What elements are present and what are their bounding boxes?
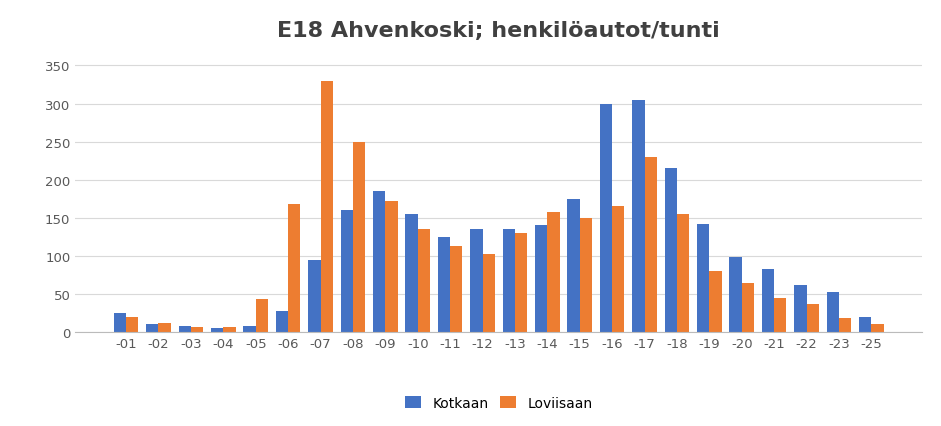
Bar	[794, 285, 806, 332]
Bar	[223, 328, 235, 332]
Bar	[806, 304, 819, 332]
Bar	[438, 237, 450, 332]
Bar	[276, 311, 288, 332]
Bar	[288, 204, 300, 332]
Bar	[341, 211, 353, 332]
Bar	[548, 213, 560, 332]
Bar	[211, 328, 223, 332]
Bar	[645, 158, 657, 332]
Bar	[774, 298, 787, 332]
Bar	[632, 101, 645, 332]
Bar	[859, 317, 871, 332]
Bar	[179, 326, 191, 332]
Bar	[567, 199, 580, 332]
Bar	[742, 283, 754, 332]
Legend: Kotkaan, Loviisaan: Kotkaan, Loviisaan	[405, 396, 593, 410]
Bar	[256, 299, 268, 332]
Bar	[599, 104, 613, 332]
Bar	[321, 81, 333, 332]
Bar	[158, 323, 171, 332]
Bar	[826, 293, 839, 332]
Bar	[762, 269, 774, 332]
Bar	[450, 246, 462, 332]
Bar	[697, 225, 710, 332]
Bar	[126, 317, 138, 332]
Bar	[418, 230, 430, 332]
Bar	[535, 226, 548, 332]
Bar	[580, 218, 592, 332]
Bar	[710, 271, 722, 332]
Bar	[502, 230, 515, 332]
Bar	[729, 258, 742, 332]
Bar	[839, 319, 852, 332]
Title: E18 Ahvenkoski; henkilöautot/tunti: E18 Ahvenkoski; henkilöautot/tunti	[278, 21, 720, 41]
Bar	[146, 325, 158, 332]
Bar	[114, 313, 126, 332]
Bar	[373, 192, 385, 332]
Bar	[406, 215, 418, 332]
Bar	[871, 325, 884, 332]
Bar	[353, 142, 365, 332]
Bar	[385, 201, 398, 332]
Bar	[664, 169, 677, 332]
Bar	[309, 260, 321, 332]
Bar	[244, 326, 256, 332]
Bar	[191, 327, 203, 332]
Bar	[613, 207, 625, 332]
Bar	[470, 230, 483, 332]
Bar	[483, 255, 495, 332]
Bar	[515, 233, 527, 332]
Bar	[677, 215, 689, 332]
